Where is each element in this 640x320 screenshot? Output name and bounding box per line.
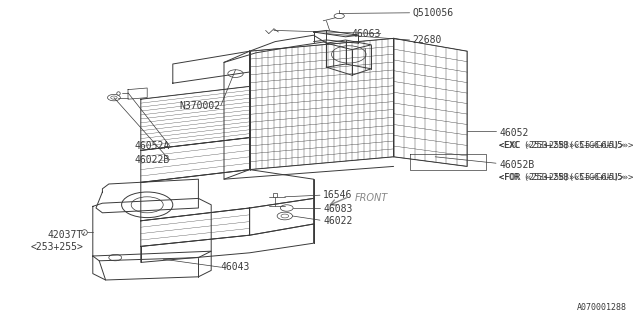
Text: 46052B: 46052B <box>499 160 534 170</box>
Text: <FOR (253+25B)(C5+C6+U5)>: <FOR (253+25B)(C5+C6+U5)> <box>499 173 624 182</box>
Text: 16546: 16546 <box>323 190 353 200</box>
Text: 46043: 46043 <box>221 262 250 272</box>
Text: 46052A: 46052A <box>134 140 170 151</box>
Text: <FOR «253+25B»«C5+C6+U5»>: <FOR «253+25B»«C5+C6+U5»> <box>499 173 634 182</box>
Text: <253+255>: <253+255> <box>30 242 83 252</box>
Text: 46063: 46063 <box>351 28 381 39</box>
Text: A070001288: A070001288 <box>577 303 627 312</box>
Text: FRONT: FRONT <box>355 193 388 204</box>
Text: Q510056: Q510056 <box>413 8 454 18</box>
Text: 46022: 46022 <box>323 216 353 226</box>
Text: 22680: 22680 <box>413 35 442 45</box>
Text: <EXC «253+25B»«C5+C6+U5»>: <EXC «253+25B»«C5+C6+U5»> <box>499 141 634 150</box>
Text: 46083: 46083 <box>323 204 353 214</box>
Text: 42037T: 42037T <box>48 230 83 240</box>
Text: 46052: 46052 <box>499 128 529 138</box>
Text: <EXC (253+25B)(C5+C6+U5)>: <EXC (253+25B)(C5+C6+U5)> <box>499 141 624 150</box>
Text: N370002: N370002 <box>180 100 221 111</box>
Text: 46022B: 46022B <box>134 155 170 165</box>
